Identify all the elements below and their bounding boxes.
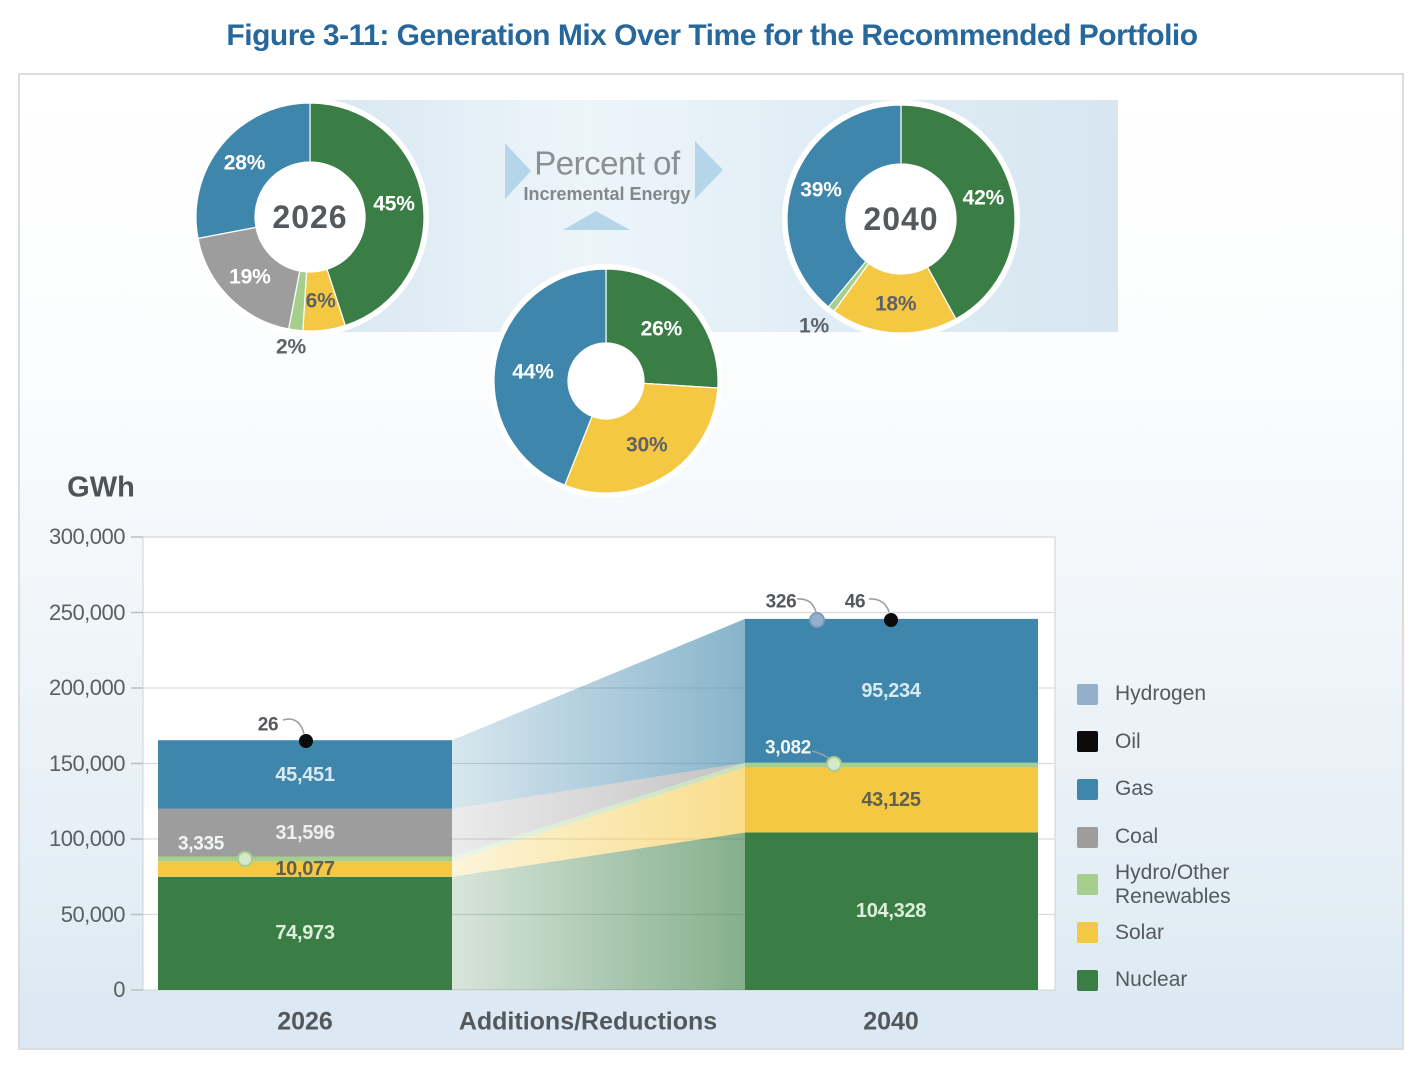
legend-swatch-Nuclear bbox=[1077, 969, 1098, 991]
flow-arrow-icon bbox=[505, 143, 531, 199]
legend-item: Gas bbox=[1077, 775, 1154, 803]
transition-layer-Nuclear bbox=[452, 832, 745, 990]
legend-swatch-Coal bbox=[1077, 826, 1098, 848]
bar-segment-Hydro/Other Renewables bbox=[158, 856, 452, 862]
legend-item: Hydrogen bbox=[1077, 680, 1206, 708]
bar-segment-Gas bbox=[158, 740, 452, 809]
bar-segment-Nuclear bbox=[158, 876, 452, 990]
legend-item: Nuclear bbox=[1077, 966, 1187, 994]
bar-segment-Coal bbox=[158, 808, 452, 857]
donut-incremental bbox=[489, 264, 723, 498]
legend-swatch-Hydro/Other Renewables bbox=[1077, 874, 1098, 896]
legend-item: Solar bbox=[1077, 919, 1164, 947]
flow-arrow-icon bbox=[695, 141, 723, 199]
legend-label: Nuclear bbox=[1115, 968, 1188, 992]
callout-dot-Oil bbox=[299, 734, 313, 748]
legend-label: Hydrogen bbox=[1115, 682, 1207, 705]
legend-label: Hydro/Other Renewables bbox=[1115, 860, 1231, 908]
callout-line bbox=[282, 718, 305, 735]
callout-dot-Hydrogen bbox=[809, 612, 825, 628]
legend-swatch-Hydrogen bbox=[1077, 683, 1098, 705]
donut-segment-Gas bbox=[786, 104, 902, 308]
legend-item: Coal bbox=[1077, 823, 1158, 851]
callout-dot-Hydro/Other Renewables bbox=[237, 851, 253, 867]
bar-segment-Solar bbox=[158, 861, 452, 877]
legend-swatch-Oil bbox=[1077, 731, 1098, 753]
bar-segment-Solar bbox=[745, 767, 1038, 833]
donut-y2040 bbox=[782, 100, 1020, 338]
callout-line bbox=[868, 598, 890, 613]
bar-segment-Gas bbox=[745, 618, 1038, 763]
legend-label: Gas bbox=[1115, 777, 1154, 801]
flow-arrow-icon bbox=[563, 211, 630, 230]
transition-layer-Solar bbox=[452, 767, 745, 877]
legend-label: Solar bbox=[1115, 920, 1165, 944]
transition-layer-Coal bbox=[452, 762, 745, 857]
transition-layer-Hydro/Other Renewables bbox=[452, 762, 745, 862]
bar-segment-Hydro/Other Renewables bbox=[745, 762, 1038, 768]
legend-label: Coal bbox=[1115, 825, 1159, 849]
callout-line bbox=[796, 598, 817, 613]
legend-item: Oil bbox=[1077, 728, 1141, 756]
legend-item: Hydro/Other Renewables bbox=[1077, 861, 1231, 908]
x-axis-strip bbox=[20, 993, 1402, 1048]
legend-label: Oil bbox=[1115, 729, 1141, 753]
callout-dot-Oil bbox=[884, 613, 898, 627]
legend-swatch-Gas bbox=[1077, 778, 1098, 800]
transition-layer-Gas bbox=[452, 618, 745, 809]
callout-dot-Hydro/Other Renewables bbox=[826, 756, 842, 772]
legend-swatch-Solar bbox=[1077, 922, 1098, 943]
bar-segment-Nuclear bbox=[745, 832, 1038, 990]
donut-y2026 bbox=[191, 98, 429, 336]
